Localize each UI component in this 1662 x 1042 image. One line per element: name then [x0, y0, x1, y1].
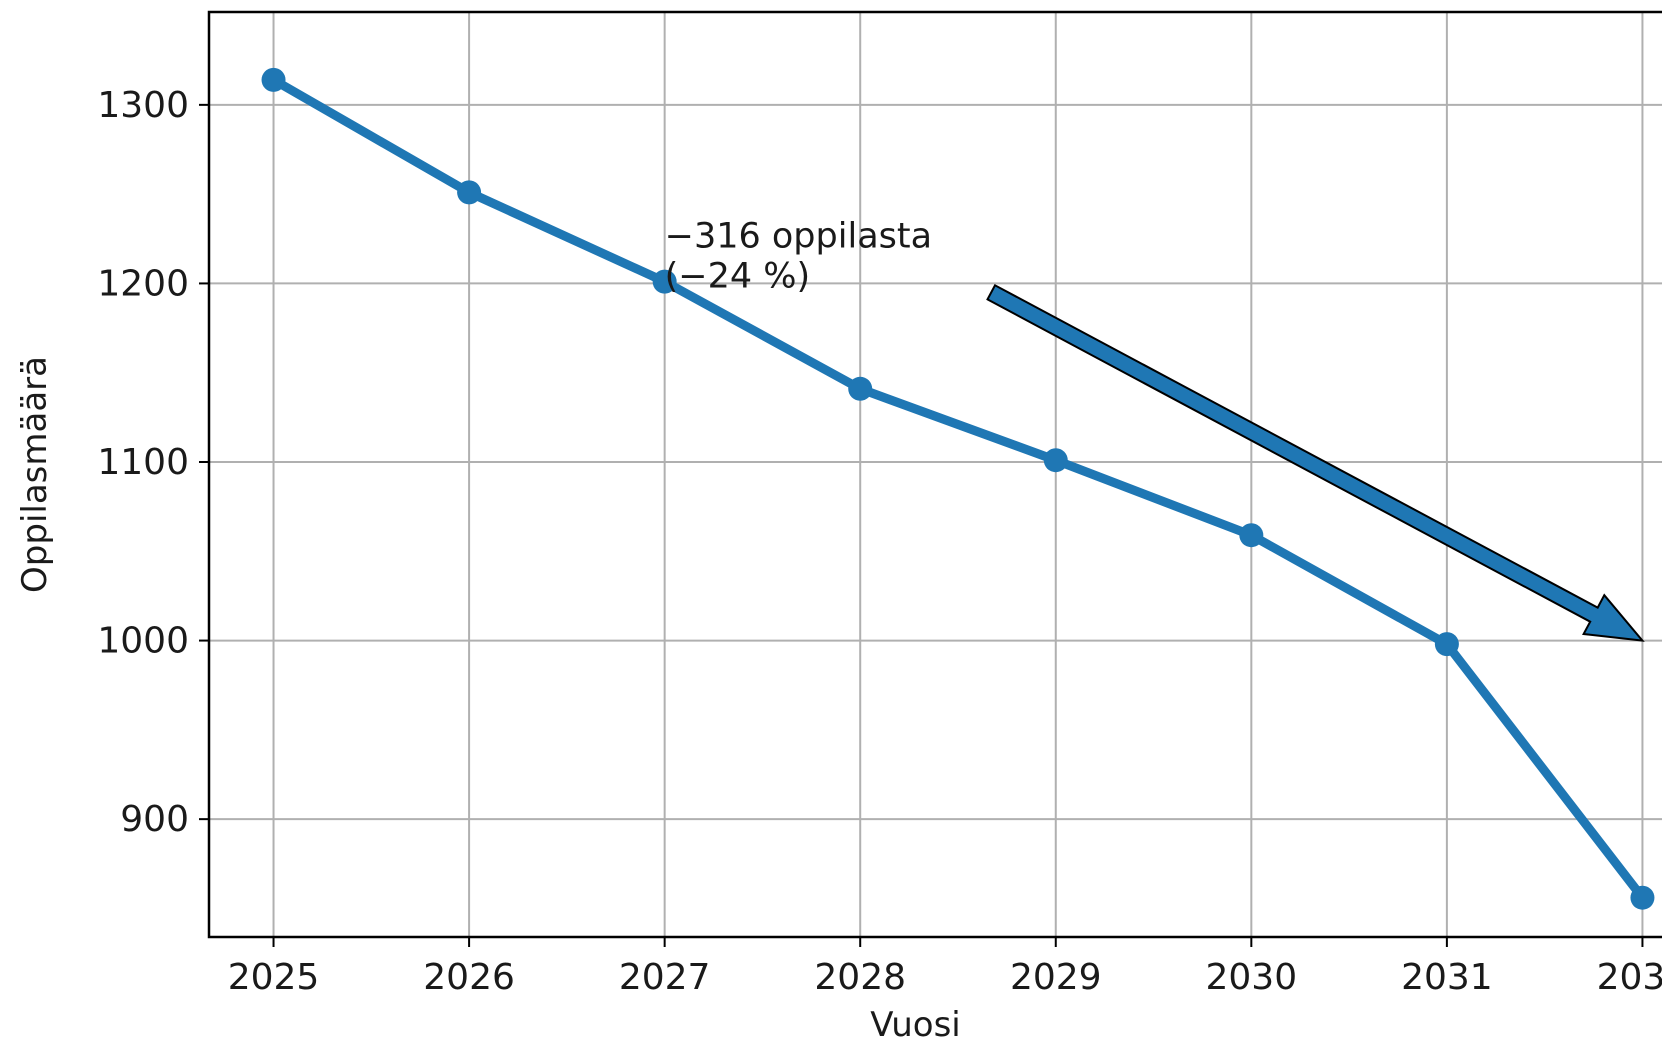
data-point — [1630, 885, 1655, 910]
data-point — [457, 180, 482, 205]
data-point — [1434, 632, 1459, 657]
annotation-line-2: (−24 %) — [665, 257, 811, 297]
y-tick-label: 1100 — [97, 442, 189, 483]
data-point — [848, 376, 873, 401]
y-tick-label: 900 — [120, 799, 189, 840]
x-axis-title: Vuosi — [870, 1005, 960, 1042]
x-tick-label: 2030 — [1206, 957, 1298, 998]
x-axis-ticks: 2025 2026 2027 2028 2029 2030 2031 2032 — [228, 937, 1662, 998]
y-axis-ticks: 900 1000 1100 1200 1300 — [97, 85, 209, 840]
data-point — [261, 67, 286, 92]
x-tick-label: 2027 — [619, 957, 711, 998]
x-tick-label: 2031 — [1401, 957, 1493, 998]
x-tick-label: 2026 — [423, 957, 515, 998]
trend-arrow — [986, 283, 1645, 642]
data-point — [652, 269, 677, 294]
series-line — [269, 75, 1647, 903]
data-point — [1239, 523, 1264, 548]
y-tick-label: 1200 — [97, 263, 189, 304]
y-axis-title: Oppilasmäärä — [15, 356, 55, 593]
grid-lines — [209, 12, 1662, 937]
annotation-line-1: −316 oppilasta — [665, 217, 932, 257]
data-point — [1043, 448, 1068, 473]
x-tick-label: 2028 — [814, 957, 906, 998]
x-tick-label: 2032 — [1597, 957, 1662, 998]
annotation: −316 oppilasta (−24 %) — [665, 217, 1645, 642]
data-series — [261, 67, 1655, 910]
x-tick-label: 2025 — [228, 957, 320, 998]
axes-frame — [207, 10, 1662, 939]
y-tick-label: 1000 — [97, 621, 189, 662]
y-tick-label: 1300 — [97, 85, 189, 126]
x-tick-label: 2029 — [1010, 957, 1102, 998]
